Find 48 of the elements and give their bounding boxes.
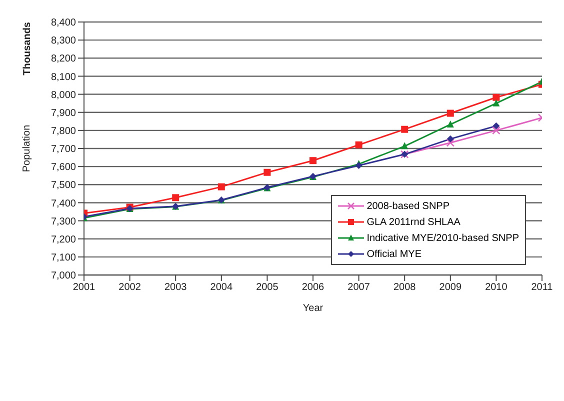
text: Thousands	[22, 22, 33, 76]
x-tick-label: 2009	[439, 282, 462, 294]
point	[446, 135, 454, 142]
y-tick-label: 8,300	[50, 36, 76, 47]
y-axis-title: Population	[22, 124, 33, 172]
x-tick-label: 2005	[256, 282, 279, 294]
y-tick-label: 7,200	[50, 234, 76, 246]
point	[446, 120, 454, 128]
point	[310, 157, 316, 164]
y-tick-label: 7,000	[50, 270, 76, 282]
point	[492, 94, 500, 101]
legend-label: GLA 2011rnd SHLAA	[366, 216, 460, 228]
point	[172, 194, 180, 202]
point	[218, 183, 225, 190]
x-tick-label: 2003	[164, 282, 188, 294]
y-tick-label: 8,400	[50, 18, 76, 29]
x-tick-label: 2006	[302, 282, 325, 294]
point	[401, 142, 408, 150]
y-tick-label: 7,500	[50, 180, 76, 192]
x-tick-label: 2004	[210, 282, 233, 294]
legend-label: Indicative MYE/2010-based SNPP	[366, 232, 519, 244]
point	[355, 141, 362, 148]
point	[401, 126, 408, 133]
y-tick-label: 7,100	[50, 252, 76, 264]
point	[492, 122, 500, 130]
y-tick-label: 7,800	[50, 126, 76, 137]
y-tick-label: 7,400	[50, 198, 76, 210]
y-tick-label: 8,200	[50, 54, 76, 65]
x-tick-label: 2008	[393, 282, 416, 294]
y-tick-label: 7,700	[50, 144, 76, 156]
point	[492, 99, 500, 106]
x-tick-label: 2002	[118, 282, 142, 294]
x-tick-label: 2011	[531, 282, 554, 294]
x-axis-title: Year	[302, 303, 324, 314]
x-tick-label: 2001	[72, 282, 96, 294]
y-tick-label: 7,600	[50, 162, 76, 174]
point	[446, 138, 455, 147]
point	[264, 168, 271, 176]
y-tick-label: 7,900	[50, 108, 76, 119]
point	[446, 110, 454, 117]
point	[492, 126, 500, 135]
y-tick-label: 7,300	[50, 216, 76, 228]
x-tick-label: 2007	[348, 282, 370, 294]
y-tick-label: 8,100	[50, 72, 76, 83]
legend-label: Official MYE	[366, 248, 422, 260]
y-tick-label: 8,000	[50, 90, 76, 101]
legend-label: 2008-based SNPP	[366, 200, 450, 212]
x-tick-label: 2010	[485, 282, 508, 294]
